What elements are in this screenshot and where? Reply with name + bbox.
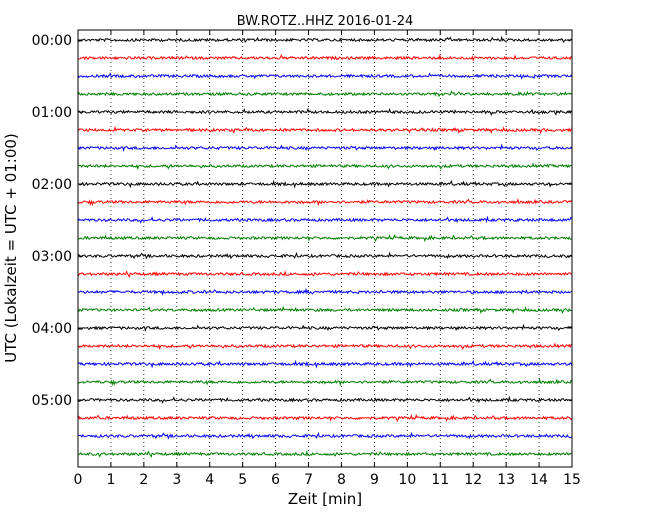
x-tick-label: 11	[431, 472, 449, 488]
trace-line	[77, 215, 573, 224]
y-tick-label: 02:00	[32, 177, 72, 193]
trace-line	[77, 413, 573, 423]
trace-line	[77, 251, 573, 260]
x-tick-label: 3	[172, 472, 181, 488]
trace-line	[77, 107, 573, 117]
x-tick-label: 9	[370, 472, 379, 488]
trace-line	[77, 342, 573, 351]
trace-line	[77, 35, 573, 43]
x-tick-label: 6	[271, 472, 280, 488]
trace-line	[77, 53, 573, 62]
trace-line	[77, 287, 573, 296]
y-tick-label: 04:00	[32, 321, 72, 337]
x-tick-label: 1	[106, 472, 115, 488]
trace-line	[77, 450, 573, 458]
trace-line	[77, 90, 573, 98]
x-tick-label: 12	[464, 472, 482, 488]
trace-line	[77, 395, 573, 404]
trace-line	[77, 143, 573, 152]
trace-line	[77, 234, 572, 243]
x-axis-label: Zeit [min]	[288, 490, 362, 508]
trace-line	[77, 305, 573, 315]
x-tick-label: 14	[530, 472, 548, 488]
trace-line	[77, 197, 573, 207]
plot-frame	[77, 29, 573, 468]
x-tick-label: 2	[139, 472, 148, 488]
seismic-traces	[77, 35, 573, 458]
trace-line	[77, 162, 573, 171]
y-tick-label: 01:00	[32, 105, 72, 121]
trace-line	[77, 125, 573, 135]
trace-line	[77, 323, 573, 332]
vertical-gridlines	[110, 30, 540, 467]
chart-title: BW.ROTZ..HHZ 2016-01-24	[237, 14, 413, 29]
x-tick-label: 7	[304, 472, 313, 488]
x-axis-ticks: 0 1 2 3 4 5 6 7 8 9 10 11 12 13 14 15	[74, 30, 581, 488]
y-axis-label: UTC (Lokalzeit = UTC + 01:00)	[2, 133, 20, 363]
x-tick-label: 5	[238, 472, 247, 488]
trace-line	[77, 72, 573, 80]
y-tick-label: 03:00	[32, 249, 72, 265]
y-tick-label: 05:00	[32, 393, 72, 409]
x-tick-label: 8	[337, 472, 346, 488]
x-tick-label: 15	[563, 472, 581, 488]
x-tick-label: 13	[497, 472, 515, 488]
trace-line	[77, 377, 573, 387]
x-tick-label: 10	[398, 472, 416, 488]
x-tick-label: 4	[205, 472, 214, 488]
y-tick-label: 00:00	[32, 33, 72, 49]
trace-line	[77, 270, 573, 278]
y-axis-ticks: 00:00 01:00 02:00 03:00 04:00 05:00	[32, 33, 572, 409]
x-tick-label: 0	[74, 472, 83, 488]
trace-line	[77, 431, 573, 440]
trace-line	[77, 179, 573, 189]
trace-line	[77, 359, 573, 369]
